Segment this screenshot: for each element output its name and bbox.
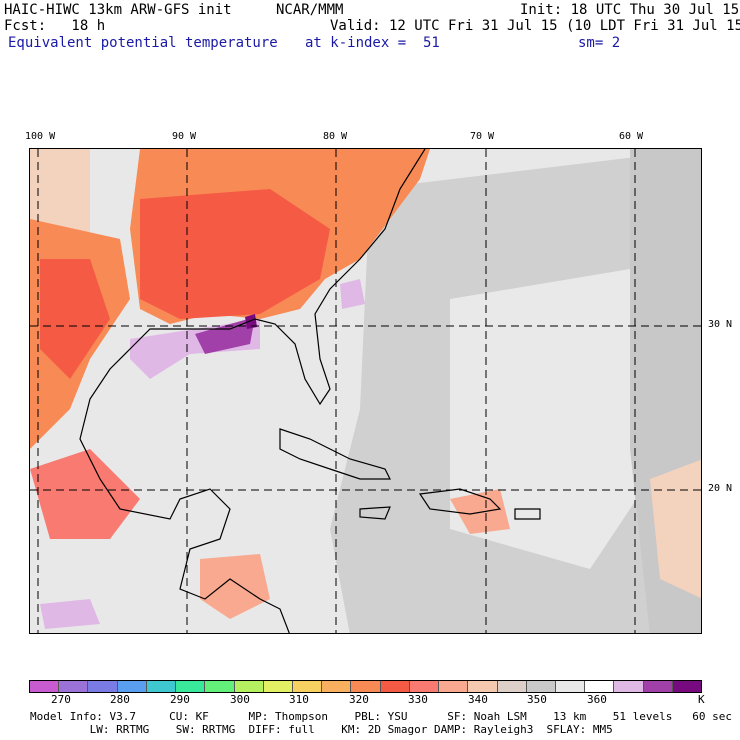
- model-info-line1: Model Info: V3.7 CU: KF MP: Thompson PBL…: [30, 710, 732, 723]
- field-name: Equivalent potential temperature: [8, 35, 278, 51]
- colorbar-swatch: [291, 681, 322, 692]
- colorbar-swatch: [58, 681, 88, 692]
- colorbar-label-300: 300: [230, 693, 250, 706]
- colorbar-swatch: [30, 681, 59, 692]
- low-theta-e-pacific: [40, 599, 100, 629]
- low-theta-e-atlantic: [340, 279, 365, 309]
- colorbar-label-320: 320: [349, 693, 369, 706]
- colorbar-swatch: [467, 681, 497, 692]
- colorbar-label-270: 270: [51, 693, 71, 706]
- lon-label-70w: 70 W: [470, 131, 495, 142]
- colorbar-label-280: 280: [110, 693, 130, 706]
- map-panel: [29, 148, 702, 634]
- colorbar-swatch: [408, 681, 439, 692]
- init-time: Init: 18 UTC Thu 30 Jul 15: [520, 2, 740, 18]
- colorbar-label-290: 290: [170, 693, 190, 706]
- model-title: HAIC-HIWC 13km ARW-GFS init: [4, 2, 232, 18]
- lon-label-100w: 100 W: [25, 131, 56, 142]
- colorbar-swatch: [584, 681, 614, 692]
- warm-region-mexico-south: [30, 449, 140, 539]
- level-label: at k-index = 51: [305, 35, 440, 51]
- colorbar-swatch: [87, 681, 117, 692]
- model-info-line2: LW: RRTMG SW: RRTMG DIFF: full KM: 2D Sm…: [30, 723, 613, 736]
- lon-label-90w: 90 W: [172, 131, 197, 142]
- theta-e-map: [30, 149, 701, 633]
- colorbar-swatch: [671, 681, 702, 692]
- colorbar-swatch: [262, 681, 292, 692]
- colorbar-swatch: [204, 681, 234, 692]
- colorbar-swatch: [554, 681, 585, 692]
- coastlines: [79, 149, 541, 633]
- colorbar-swatch: [145, 681, 176, 692]
- org-label: NCAR/MMM: [276, 2, 344, 18]
- colorbar-swatch: [175, 681, 205, 692]
- warm-patch-east: [650, 459, 701, 599]
- cuba-outline: [279, 428, 391, 480]
- colorbar-label-340: 340: [468, 693, 488, 706]
- colorbar-swatch: [321, 681, 351, 692]
- gulf-coastline: [79, 149, 426, 633]
- hot-region-mexico: [40, 259, 110, 379]
- colorbar-swatch: [613, 681, 643, 692]
- colorbar-swatch: [642, 681, 672, 692]
- forecast-hour: Fcst: 18 h: [4, 18, 106, 34]
- colorbar-label-330: 330: [408, 693, 428, 706]
- warm-region-hispaniola: [450, 489, 510, 534]
- smoothing-label: sm= 2: [578, 35, 621, 51]
- colorbar-swatch: [379, 681, 409, 692]
- jamaica-outline: [359, 506, 391, 520]
- colorbar-label-360: 360: [587, 693, 607, 706]
- colorbar-swatch: [350, 681, 380, 692]
- graticule: [30, 149, 701, 633]
- valid-time: Valid: 12 UTC Fri 31 Jul 15 (10 LDT Fri …: [330, 18, 740, 34]
- lon-label-60w: 60 W: [619, 131, 644, 142]
- shaded-region-central-atlantic: [450, 269, 670, 569]
- colorbar-swatch: [233, 681, 263, 692]
- lat-label-20n: 20 N: [708, 483, 733, 494]
- colorbar-swatch: [116, 681, 146, 692]
- hispaniola-outline: [418, 488, 502, 515]
- puerto-rico-outline: [514, 508, 541, 520]
- colorbar-label-350: 350: [527, 693, 547, 706]
- colorbar-swatch: [525, 681, 555, 692]
- warm-region-central-america: [200, 554, 270, 619]
- colorbar-unit: K: [698, 693, 705, 706]
- lon-label-80w: 80 W: [323, 131, 348, 142]
- colorbar-swatch: [438, 681, 468, 692]
- lat-label-30n: 30 N: [708, 319, 733, 330]
- colorbar: [29, 680, 702, 693]
- colorbar-swatch: [496, 681, 526, 692]
- colorbar-label-310: 310: [289, 693, 309, 706]
- minimum-theta-e-core: [245, 314, 257, 329]
